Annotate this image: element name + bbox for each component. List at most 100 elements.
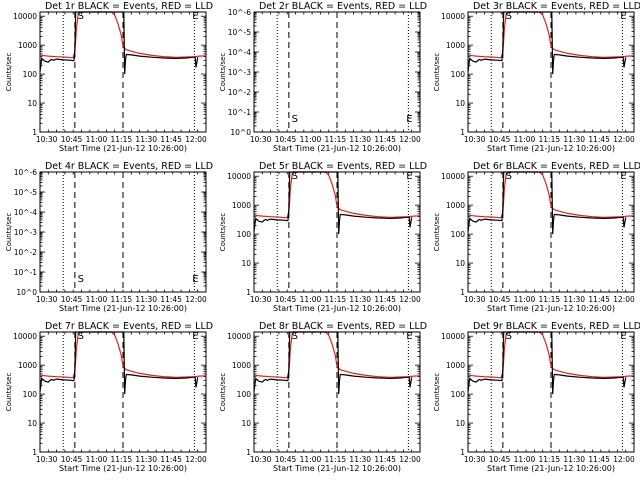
x-tick-label: 11:15 — [325, 455, 347, 464]
x-tick-label: 10:45 — [275, 135, 297, 144]
y-tick-label: 1000 — [446, 361, 465, 370]
x-tick-label: 10:45 — [61, 455, 83, 464]
x-tick-label: 11:30 — [563, 455, 585, 464]
end-marker: E — [620, 171, 626, 182]
y-tick-label: 10000 — [13, 332, 37, 341]
x-tick-label: 10:45 — [61, 135, 83, 144]
x-tick-label: 11:15 — [111, 295, 133, 304]
x-tick-label: 10:30 — [464, 135, 486, 144]
panel-7: Det 7r BLACK = Events, RED = LLD 1 10 100 10… — [5, 321, 213, 473]
x-tick-label: 10:30 — [36, 295, 58, 304]
lld-series-line — [468, 331, 634, 379]
panel-8: Det 8r BLACK = Events, RED = LLD 1 10 100 10… — [219, 321, 427, 473]
y-tick-label: 10000 — [441, 12, 465, 21]
panel-title: Det 9r BLACK = Events, RED = LLD — [473, 321, 640, 332]
y-tick-label: 10^0 — [16, 288, 37, 297]
x-tick-label: 11:45 — [160, 455, 182, 464]
x-tick-label: 11:00 — [300, 455, 322, 464]
events-series-line — [254, 331, 413, 395]
start-marker: S — [78, 331, 84, 342]
y-tick-label: 1000 — [232, 361, 251, 370]
y-axis-label: Counts/sec — [219, 373, 227, 412]
lld-series-line — [468, 171, 634, 219]
events-series-line — [40, 11, 199, 75]
x-tick-label: 11:30 — [563, 135, 585, 144]
y-axis-label: Counts/sec — [433, 213, 441, 252]
events-series-line — [468, 171, 627, 235]
panel-title: Det 7r BLACK = Events, RED = LLD — [45, 321, 213, 332]
panel-title: Det 8r BLACK = Events, RED = LLD — [259, 321, 427, 332]
x-axis-label: Start Time (21-Jun-12 10:26:00) — [487, 144, 615, 153]
y-tick-label: 10000 — [441, 332, 465, 341]
y-axis-label: Counts/sec — [5, 373, 13, 412]
start-marker: S — [506, 331, 512, 342]
x-tick-label: 12:00 — [613, 135, 635, 144]
y-tick-label: 1000 — [18, 361, 37, 370]
x-tick-label: 11:45 — [374, 295, 396, 304]
y-tick-label: 1 — [460, 288, 465, 297]
y-tick-label: 10^-4 — [14, 208, 38, 217]
x-tick-label: 11:00 — [300, 135, 322, 144]
y-tick-label: 100 — [451, 70, 466, 79]
x-tick-label: 12:00 — [185, 455, 207, 464]
y-tick-label: 10^-1 — [14, 268, 38, 277]
x-tick-label: 10:45 — [489, 455, 511, 464]
x-tick-label: 11:15 — [111, 135, 133, 144]
panel-5: Det 5r BLACK = Events, RED = LLD 1 10 100 10… — [219, 161, 427, 313]
y-tick-label: 100 — [451, 230, 466, 239]
x-tick-label: 11:45 — [374, 455, 396, 464]
y-tick-label: 10^-2 — [14, 248, 38, 257]
end-marker: E — [406, 171, 412, 182]
y-tick-label: 1 — [460, 448, 465, 457]
x-tick-label: 12:00 — [399, 295, 421, 304]
x-axis-label: Start Time (21-Jun-12 10:26:00) — [59, 304, 187, 313]
x-tick-label: 11:15 — [111, 455, 133, 464]
start-marker: S — [292, 171, 298, 182]
x-tick-label: 11:15 — [539, 295, 561, 304]
y-tick-label: 1 — [32, 448, 37, 457]
start-marker: S — [506, 11, 512, 22]
x-tick-label: 11:45 — [588, 135, 610, 144]
x-tick-label: 11:15 — [325, 135, 347, 144]
y-tick-label: 100 — [237, 390, 252, 399]
x-tick-label: 11:00 — [86, 135, 108, 144]
panel-title: Det 1r BLACK = Events, RED = LLD — [45, 1, 213, 12]
y-axis-label: Counts/sec — [433, 373, 441, 412]
x-axis-label: Start Time (21-Jun-12 10:26:00) — [59, 144, 187, 153]
end-marker: E — [192, 11, 198, 22]
end-marker: E — [192, 274, 198, 285]
start-marker: S — [292, 331, 298, 342]
x-tick-label: 11:15 — [539, 135, 561, 144]
x-tick-label: 10:30 — [464, 295, 486, 304]
x-tick-label: 12:00 — [399, 455, 421, 464]
y-axis-label: Counts/sec — [219, 213, 227, 252]
events-series-line — [468, 331, 627, 395]
x-tick-label: 11:45 — [160, 135, 182, 144]
y-axis-label: Counts/sec — [5, 53, 13, 92]
y-tick-label: 1 — [246, 448, 251, 457]
y-tick-label: 10 — [241, 419, 251, 428]
x-tick-label: 10:30 — [250, 455, 272, 464]
y-tick-label: 10000 — [13, 12, 37, 21]
events-series-line — [254, 171, 413, 235]
x-tick-label: 11:15 — [325, 295, 347, 304]
x-tick-label: 10:45 — [275, 455, 297, 464]
start-marker: S — [506, 171, 512, 182]
y-tick-label: 1000 — [446, 201, 465, 210]
y-tick-label: 100 — [23, 390, 38, 399]
x-tick-label: 10:30 — [250, 135, 272, 144]
x-tick-label: 11:30 — [563, 295, 585, 304]
panel-4: Det 4r BLACK = Events, RED = LLD 10^0 10^-… — [5, 161, 213, 313]
x-tick-label: 10:30 — [464, 455, 486, 464]
x-tick-label: 11:00 — [514, 295, 536, 304]
y-tick-label: 1000 — [18, 41, 37, 50]
y-tick-label: 10^-1 — [228, 108, 252, 117]
x-tick-label: 11:30 — [349, 295, 371, 304]
x-tick-label: 11:45 — [588, 455, 610, 464]
panel-title: Det 2r BLACK = Events, RED = LLD — [259, 1, 427, 12]
x-axis-label: Start Time (21-Jun-12 10:26:00) — [273, 464, 401, 473]
panel-9: Det 9r BLACK = Events, RED = LLD 1 10 100 10… — [433, 321, 640, 473]
x-tick-label: 11:00 — [86, 455, 108, 464]
y-tick-label: 10^-5 — [228, 28, 252, 37]
